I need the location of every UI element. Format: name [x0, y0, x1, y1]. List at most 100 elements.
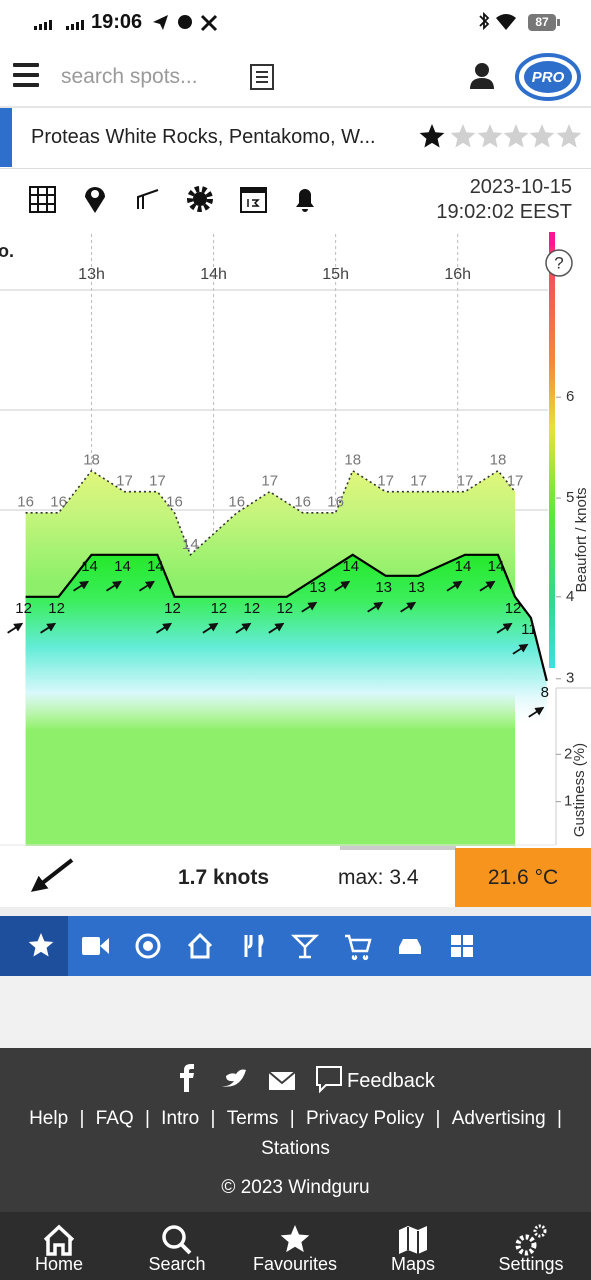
tab-webcam[interactable]: [82, 937, 109, 955]
table-button[interactable]: [29, 186, 56, 213]
rating-star-empty[interactable]: [450, 124, 476, 148]
nav-icons: [43, 1224, 547, 1256]
wind-label: 14: [114, 558, 131, 575]
settings-core: [193, 192, 207, 206]
gust-label: 16: [17, 494, 34, 511]
wind-direction-arrow: [400, 601, 417, 613]
rating-star-empty[interactable]: [556, 124, 582, 148]
maps-icon: [399, 1226, 427, 1254]
rating-star-empty[interactable]: [477, 124, 503, 148]
tab-bar: [0, 916, 591, 976]
wind-label: 12: [505, 600, 522, 617]
wind-line: [25, 553, 548, 682]
map-button[interactable]: [85, 187, 105, 213]
tab-live[interactable]: [135, 933, 161, 959]
calendar-button[interactable]: [240, 187, 267, 213]
wind-chart: ? o. Beaufort / knots Gustiness (%) 13h 1…: [0, 232, 591, 846]
wind-label: 14: [147, 558, 164, 575]
footer-link[interactable]: Advertising: [451, 1108, 546, 1129]
footer-link[interactable]: FAQ: [95, 1108, 134, 1129]
link-separator: |: [435, 1108, 441, 1129]
tab-more[interactable]: [451, 935, 473, 957]
pro-badge[interactable]: [524, 61, 572, 93]
wind-speed: 1.7 knots: [178, 866, 270, 889]
temperature: 21.6 °C: [455, 848, 591, 907]
wind-direction-arrow: [202, 622, 219, 634]
spot-title[interactable]: Proteas White Rocks, Pentakomo, W...: [31, 126, 376, 148]
help-button[interactable]: [545, 249, 573, 277]
nav-item[interactable]: Favourites: [252, 1254, 338, 1274]
mail-link[interactable]: [268, 1071, 296, 1090]
wind-direction-arrow: [301, 601, 318, 613]
list-button[interactable]: [250, 64, 274, 90]
favourite-star[interactable]: [419, 124, 445, 148]
gust-label: 17: [507, 473, 524, 490]
gust-label: 17: [149, 473, 166, 490]
beaufort-scale: [549, 232, 555, 668]
wind-direction-arrow: [512, 643, 529, 655]
rating-star-empty[interactable]: [529, 124, 555, 148]
pro-text: PRO: [532, 69, 565, 86]
rating-star-empty[interactable]: [503, 124, 529, 148]
search-icon: [162, 1225, 186, 1249]
alert-button[interactable]: [296, 189, 314, 212]
footer-link[interactable]: Help: [29, 1108, 69, 1129]
wind-direction-arrow: [367, 601, 384, 613]
settings-icon-small: [533, 1224, 547, 1238]
footer-link[interactable]: Intro: [161, 1108, 200, 1129]
gust-label: 18: [344, 452, 361, 469]
gust-label: 17: [410, 473, 427, 490]
tab-shops[interactable]: [345, 934, 372, 961]
graph-button[interactable]: [137, 189, 159, 209]
wind-label: 12: [164, 600, 181, 617]
feedback-icon[interactable]: [316, 1066, 342, 1094]
nav-item[interactable]: Home: [34, 1254, 83, 1274]
footer-link[interactable]: Stations: [261, 1138, 330, 1159]
nav-item[interactable]: Search: [148, 1254, 206, 1274]
telegram-icon: [153, 15, 168, 30]
wind-direction-arrow: [446, 580, 463, 592]
nav-item[interactable]: Settings: [498, 1254, 564, 1274]
bluetooth-icon: [479, 11, 490, 31]
account-button[interactable]: [470, 63, 494, 89]
toolbar: [29, 186, 314, 213]
gustiness-tick-label: 1: [564, 793, 572, 810]
tab-rental[interactable]: [399, 939, 421, 954]
tab-favourite-icon: [28, 933, 54, 957]
tab-bars[interactable]: [290, 934, 320, 959]
gust-label: 17: [457, 473, 474, 490]
arrow: [30, 858, 74, 892]
search-input[interactable]: search spots...: [61, 65, 198, 88]
link-separator: |: [556, 1108, 562, 1129]
battery: [528, 14, 556, 31]
gust-label: 17: [261, 473, 278, 490]
nav-item[interactable]: Maps: [390, 1254, 435, 1274]
footer-icons: [180, 1064, 342, 1094]
menu-button[interactable]: [13, 63, 39, 87]
settings-button[interactable]: [187, 186, 213, 212]
footer-link[interactable]: Privacy Policy: [305, 1108, 425, 1129]
feedback-link[interactable]: Feedback: [347, 1070, 435, 1092]
wind-direction-arrow: [73, 580, 90, 592]
wind-area: [25, 554, 547, 846]
twitter-link[interactable]: [221, 1069, 246, 1087]
gustiness-axis-title: Gustiness (%): [571, 743, 588, 837]
y2-tick-label: 3: [566, 670, 574, 687]
tab-food[interactable]: [244, 934, 264, 957]
x-tick-label: 14h: [200, 266, 227, 283]
tools-icon: [200, 14, 218, 32]
gust-label: 16: [327, 494, 344, 511]
wind-direction-arrow: [7, 622, 24, 634]
facebook-link[interactable]: [180, 1064, 194, 1092]
scroll-indicator: [340, 846, 456, 850]
wind-label: 13: [375, 579, 392, 596]
wind-label: 8: [541, 684, 549, 701]
tab-accommodation[interactable]: [187, 932, 213, 959]
wind-direction-arrow: [235, 622, 252, 634]
x-tick-label: 16h: [444, 266, 471, 283]
gust-label: 16: [50, 494, 67, 511]
clock: 19:06: [91, 11, 143, 33]
footer-link[interactable]: Terms: [226, 1108, 279, 1129]
status-icons: 87: [34, 11, 560, 32]
